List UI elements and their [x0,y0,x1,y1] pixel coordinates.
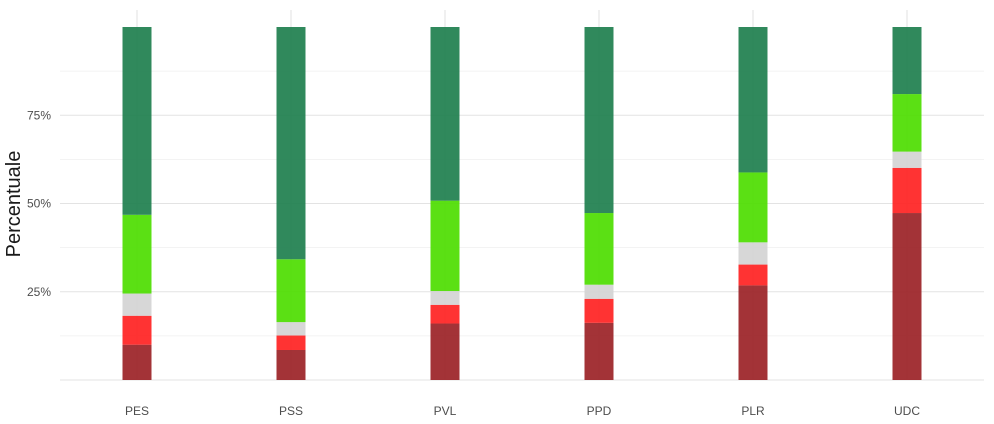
bar-segment [276,322,306,336]
bar-segment [892,94,922,152]
bar-segment [430,323,460,380]
bar-segment [892,151,922,168]
y-tick-label: 50% [27,197,51,211]
bar-segment [276,27,306,260]
bar-segment [122,344,152,380]
x-tick-label: PPD [587,404,612,418]
bar-segment [892,213,922,380]
bar-segment [892,167,922,214]
x-tick-label: UDC [894,404,920,418]
bar-segment [122,293,152,316]
bar-segment [738,172,768,243]
bar-segment [276,259,306,323]
y-tick-label: 25% [27,285,51,299]
bar-segment [122,315,152,345]
grid-lines [60,10,984,381]
bar-segment [430,27,460,201]
bar-segment [584,298,614,323]
bar-segment [584,27,614,214]
bar-stack-pss [276,27,306,380]
bar-stack-ppd [584,27,614,380]
bar-segment [584,213,614,285]
bar-segment [430,291,460,305]
y-tick-label: 75% [27,108,51,122]
y-axis-ticks: 25% 50% 75% [27,108,51,299]
bar-segment [892,27,922,95]
x-tick-label: PSS [279,404,303,418]
x-tick-label: PES [125,404,149,418]
bar-segment [584,322,614,380]
bar-segment [122,214,152,294]
bar-segment [122,27,152,215]
bar-segment [738,242,768,265]
bar-segment [430,200,460,292]
bar-segment [738,264,768,286]
bar-segment [738,27,768,173]
bar-stack-udc [892,27,922,380]
bar-segment [584,284,614,299]
bars [122,27,922,380]
bar-stack-pes [122,27,152,380]
bar-stack-plr [738,27,768,380]
x-axis-ticks: PES PSS PVL PPD PLR UDC [125,404,920,418]
bar-segment [430,304,460,324]
bar-segment [276,335,306,350]
bar-segment [738,285,768,380]
bar-stack-pvl [430,27,460,380]
y-axis-title: Percentuale [3,151,25,258]
bar-segment [276,349,306,380]
x-tick-label: PLR [741,404,765,418]
x-tick-label: PVL [434,404,457,418]
